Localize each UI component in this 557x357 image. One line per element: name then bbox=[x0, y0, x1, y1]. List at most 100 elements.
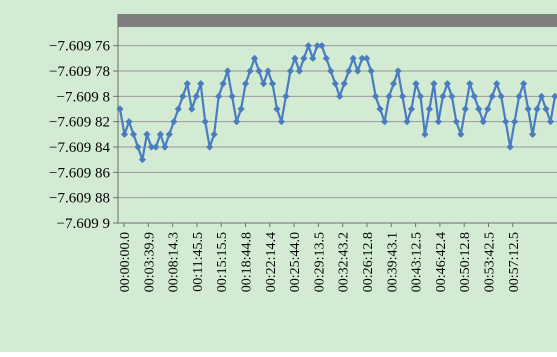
series-layer bbox=[116, 42, 557, 164]
x-tick-label: 00:15:15.5 bbox=[215, 232, 230, 292]
y-tick-label: −7.609 76 bbox=[49, 39, 110, 55]
x-tick-label: 00:53:42.5 bbox=[483, 232, 498, 292]
data-point bbox=[120, 130, 129, 138]
y-tick-label: −7.609 8 bbox=[57, 89, 110, 105]
data-point bbox=[228, 92, 236, 100]
data-point bbox=[192, 92, 200, 100]
data-point bbox=[546, 118, 555, 126]
data-point bbox=[502, 118, 510, 126]
data-point bbox=[237, 105, 245, 113]
y-axis-ticks: −7.609 76 −7.609 78 −7.609 8 −7.609 82 −7.60… bbox=[49, 39, 118, 232]
data-point bbox=[232, 118, 241, 126]
data-point bbox=[452, 118, 460, 126]
x-tick-label: 00:00:00.0 bbox=[118, 232, 133, 292]
x-tick-label: 00:11:45.5 bbox=[191, 232, 206, 292]
data-point bbox=[241, 80, 250, 88]
x-axis-ticks: 00:00:00.0 00:03:39.9 00:08:14.3 00:11:45.5… bbox=[118, 223, 522, 292]
data-point bbox=[407, 105, 416, 113]
data-point bbox=[551, 92, 557, 100]
data-point bbox=[224, 67, 232, 75]
data-point bbox=[277, 118, 286, 126]
data-point bbox=[259, 80, 268, 88]
x-tick-label: 00:25:44.0 bbox=[288, 232, 303, 292]
data-point bbox=[376, 105, 384, 113]
data-point bbox=[349, 54, 357, 62]
y-tick-label: −7.609 9 bbox=[57, 216, 110, 232]
data-point bbox=[322, 54, 330, 62]
y-tick-label: −7.609 82 bbox=[49, 115, 110, 131]
x-tick-label: 00:29:13.5 bbox=[312, 232, 327, 292]
data-point bbox=[443, 80, 451, 88]
data-point bbox=[461, 105, 469, 113]
x-tick-label: 00:18:44.8 bbox=[240, 232, 255, 292]
data-point bbox=[116, 105, 124, 113]
data-point bbox=[493, 80, 501, 88]
data-point bbox=[197, 80, 205, 88]
x-tick-label: 00:57:12.5 bbox=[507, 232, 522, 292]
data-point bbox=[434, 118, 443, 126]
data-point bbox=[385, 92, 393, 100]
data-point bbox=[250, 54, 259, 62]
data-point bbox=[188, 105, 196, 113]
data-point bbox=[358, 54, 366, 62]
data-point bbox=[430, 80, 438, 88]
data-point bbox=[264, 67, 272, 75]
data-point bbox=[380, 118, 389, 126]
data-point bbox=[255, 67, 263, 75]
data-point bbox=[201, 118, 209, 126]
data-point bbox=[466, 80, 474, 88]
data-point bbox=[524, 105, 532, 113]
data-point bbox=[286, 67, 295, 75]
data-point bbox=[439, 92, 447, 100]
data-point bbox=[174, 105, 182, 113]
data-point bbox=[152, 143, 160, 151]
data-point bbox=[389, 80, 398, 88]
y-tick-label: −7.609 78 bbox=[49, 64, 110, 80]
data-point bbox=[165, 130, 173, 138]
x-tick-label: 00:50:12.8 bbox=[458, 232, 473, 292]
data-point bbox=[506, 143, 514, 151]
data-point bbox=[412, 80, 420, 88]
data-point bbox=[475, 105, 483, 113]
data-point bbox=[497, 92, 505, 100]
x-tick-label: 00:43:12.5 bbox=[410, 232, 425, 292]
data-point bbox=[537, 92, 546, 100]
data-point bbox=[210, 130, 218, 138]
data-point bbox=[479, 118, 487, 126]
data-point bbox=[282, 92, 290, 100]
data-point bbox=[304, 42, 312, 50]
data-point bbox=[268, 80, 277, 88]
y-tick-label: −7.609 88 bbox=[49, 191, 110, 207]
data-point bbox=[291, 54, 299, 62]
y-tick-label: −7.609 86 bbox=[49, 165, 110, 181]
data-point bbox=[354, 67, 362, 75]
data-point bbox=[183, 80, 191, 88]
data-point bbox=[403, 118, 411, 126]
data-point bbox=[367, 67, 375, 75]
data-point bbox=[398, 92, 407, 100]
data-point bbox=[295, 67, 303, 75]
data-point bbox=[484, 105, 492, 113]
data-point bbox=[170, 118, 178, 126]
data-point bbox=[129, 130, 138, 138]
data-point bbox=[421, 130, 429, 138]
data-point bbox=[336, 92, 344, 100]
data-point bbox=[345, 67, 353, 75]
data-point bbox=[488, 92, 496, 100]
x-tick-label: 00:46:42.4 bbox=[434, 232, 449, 292]
data-point bbox=[156, 130, 164, 138]
data-point bbox=[528, 130, 537, 138]
x-tick-label: 00:32:43.2 bbox=[337, 232, 352, 292]
data-point bbox=[219, 80, 227, 88]
data-point bbox=[318, 42, 326, 50]
data-point bbox=[511, 118, 519, 126]
data-point bbox=[206, 143, 214, 151]
data-point bbox=[246, 67, 254, 75]
data-point bbox=[457, 130, 465, 138]
data-point bbox=[394, 67, 402, 75]
data-point bbox=[300, 54, 308, 62]
data-point bbox=[340, 80, 348, 88]
